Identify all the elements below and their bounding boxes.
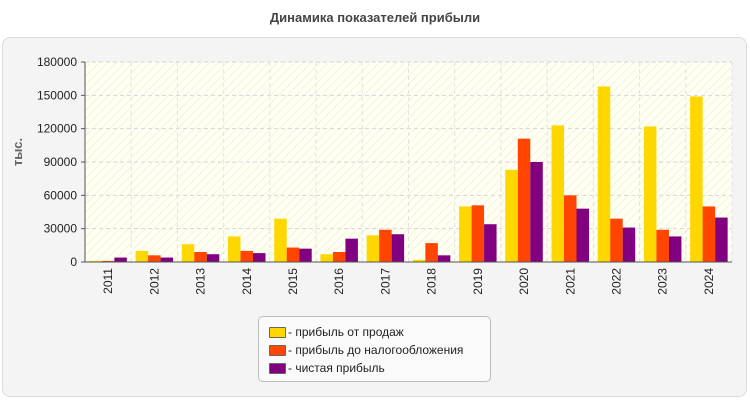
x-tick-label: 2013: [194, 268, 208, 295]
bar-2-2018: [425, 243, 438, 262]
y-tick-label: 90000: [44, 155, 78, 169]
bar-2-2013: [194, 252, 207, 262]
x-tick-label: 2012: [147, 268, 161, 295]
x-tick-label: 2016: [332, 268, 346, 295]
bar-3-2013: [206, 254, 220, 262]
bar-1-2019: [459, 206, 472, 262]
legend-label: - прибыль до налогообложения: [288, 343, 464, 357]
legend-swatch: [269, 326, 286, 338]
x-tick-label: 2023: [656, 268, 670, 295]
bar-3-2012: [160, 257, 174, 262]
bar-3-2021: [576, 208, 589, 262]
bar-3-2018: [437, 255, 451, 262]
legend-label: - прибыль от продаж: [288, 325, 404, 339]
bar-3-2019: [484, 224, 497, 262]
bar-1-2022: [597, 86, 611, 262]
bar-3-2014: [253, 253, 266, 262]
bar-2-2019: [471, 205, 485, 262]
chart-title: Динамика показателей прибыли: [269, 10, 481, 25]
bar-1-2011: [89, 260, 102, 262]
x-tick-label: 2020: [517, 268, 531, 295]
bar-3-2020: [530, 162, 543, 262]
bar-2-2024: [702, 206, 716, 262]
y-axis-label: тыс.: [10, 138, 25, 166]
x-tick-label: 2018: [425, 268, 439, 295]
bar-2-2016: [332, 252, 346, 262]
legend-label: - чистая прибыль: [288, 361, 385, 375]
bar-2-2020: [517, 138, 531, 262]
bar-1-2015: [274, 218, 287, 262]
bar-1-2023: [643, 126, 657, 262]
y-tick-label: 30000: [44, 222, 78, 236]
bar-3-2015: [299, 248, 312, 262]
bar-3-2022: [622, 227, 636, 262]
bar-2-2015: [286, 247, 300, 262]
x-tick-label: 2021: [563, 268, 577, 295]
legend-item: - чистая прибыль: [269, 359, 490, 377]
bar-1-2017: [366, 235, 380, 262]
bar-1-2020: [505, 169, 518, 262]
y-tick-label: 120000: [37, 122, 77, 136]
bar-1-2013: [181, 244, 195, 262]
legend-swatch: [269, 362, 286, 374]
y-tick-label: 150000: [37, 88, 77, 102]
x-tick-label: 2024: [702, 268, 716, 295]
bar-1-2016: [320, 254, 333, 262]
bar-1-2021: [551, 125, 564, 262]
legend-swatch: [269, 344, 286, 356]
legend-item: - прибыль от продаж: [269, 323, 490, 341]
bar-3-2011: [114, 257, 127, 262]
bar-1-2012: [135, 250, 149, 262]
bar-2-2014: [240, 250, 253, 262]
bar-2-2017: [379, 229, 392, 262]
bar-1-2018: [412, 259, 426, 262]
bar-2-2012: [148, 255, 161, 262]
x-tick-label: 2017: [378, 268, 392, 295]
bar-3-2016: [345, 238, 358, 262]
x-tick-label: 2022: [609, 268, 623, 295]
bar-2-2023: [656, 229, 669, 262]
bar-2-2021: [564, 195, 577, 262]
bar-3-2023: [668, 236, 682, 262]
y-tick-label: 180000: [37, 55, 77, 69]
bar-2-2022: [610, 218, 623, 262]
x-tick-label: 2014: [240, 268, 254, 295]
bar-3-2017: [391, 234, 405, 262]
y-tick-label: 0: [70, 255, 77, 269]
bar-1-2014: [228, 236, 241, 262]
x-tick-label: 2015: [286, 268, 300, 295]
bar-2-2011: [101, 260, 115, 262]
y-tick-label: 60000: [44, 188, 78, 202]
bar-3-2024: [715, 217, 728, 262]
bar-1-2024: [690, 96, 703, 262]
legend: - прибыль от продаж - прибыль до налогооб…: [258, 316, 491, 382]
x-tick-label: 2011: [101, 268, 115, 294]
legend-item: - прибыль до налогообложения: [269, 341, 490, 359]
x-tick-label: 2019: [471, 268, 485, 295]
